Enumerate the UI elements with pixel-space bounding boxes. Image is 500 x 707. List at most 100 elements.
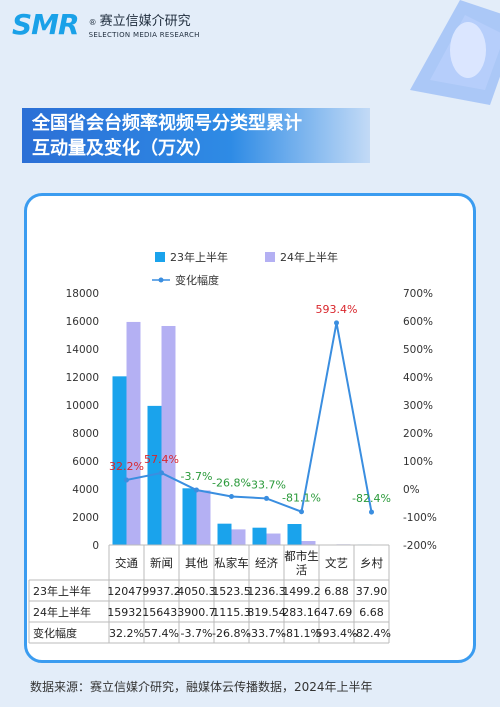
y2-tick-label: 500% [403, 344, 433, 356]
y-tick-label: 2000 [72, 512, 99, 524]
table-cell: 3900.7 [177, 606, 216, 619]
table-row-label: 变化幅度 [33, 626, 77, 640]
bar-23-2 [182, 488, 197, 545]
y2-tick-label: -200% [403, 540, 437, 552]
y2-tick-label: 600% [403, 316, 433, 328]
bar-24-4 [266, 533, 281, 545]
y-tick-label: 6000 [72, 456, 99, 468]
logo-en-text: SELECTION MEDIA RESEARCH [88, 31, 200, 39]
y2-tick-label: 200% [403, 428, 433, 440]
category-label: 私家车 [214, 556, 249, 570]
point-label: 593.4% [316, 303, 358, 316]
y2-tick-label: -100% [403, 512, 437, 524]
bar-23-4 [252, 527, 267, 545]
legend-label-3: 变化幅度 [175, 273, 219, 287]
category-label: 文艺 [325, 556, 348, 570]
decorative-shape [410, 0, 500, 105]
point-label: -82.4% [352, 492, 391, 505]
table-row-label: 23年上半年 [33, 584, 91, 598]
change-point [124, 477, 129, 483]
change-point [159, 470, 164, 476]
bar-24-5 [301, 541, 316, 545]
title-banner: 全国省会台频率视频号分类型累计 互动量及变化（万次） [22, 108, 370, 163]
table-cell: 593.4% [316, 627, 358, 640]
legend-label-1: 23年上半年 [170, 250, 228, 264]
y-tick-label: 12000 [66, 372, 99, 384]
table-cell: -26.8% [212, 627, 251, 640]
bar-24-0 [126, 321, 141, 545]
bar-24-1 [161, 325, 176, 545]
legend-swatch-1 [155, 252, 165, 262]
table-cell: 1115.3 [212, 606, 251, 619]
change-point [194, 487, 199, 493]
table-cell: 819.54 [247, 606, 286, 619]
legend-line-marker [158, 277, 164, 283]
category-label: 乡村 [360, 556, 383, 570]
table-cell: 9937.2 [142, 585, 181, 598]
point-label: -33.7% [247, 478, 286, 491]
table-cell: 1523.5 [212, 585, 251, 598]
change-line [126, 322, 373, 514]
change-point [334, 320, 339, 326]
point-label: -81.1% [282, 492, 321, 505]
bar-23-0 [112, 376, 127, 545]
y-tick-label: 18000 [66, 288, 99, 300]
logo-mark: SMR [12, 8, 80, 41]
y2-tick-label: 300% [403, 400, 433, 412]
table-cell: 6.88 [324, 585, 349, 598]
y-tick-label: 0 [92, 540, 99, 552]
y-tick-label: 14000 [66, 344, 99, 356]
registered-mark: ® [88, 18, 97, 27]
table-cell: -33.7% [247, 627, 286, 640]
bar-24-3 [231, 529, 246, 545]
table-cell: 6.68 [359, 606, 384, 619]
table-cell: 37.90 [356, 585, 388, 598]
point-label: -3.7% [181, 470, 213, 483]
table-cell: 15643. [142, 606, 181, 619]
y-tick-label: 16000 [66, 316, 99, 328]
change-point [299, 509, 304, 515]
table-cell: 15932. [107, 606, 146, 619]
category-label: 都市生活 [284, 549, 319, 577]
y2-tick-label: 0% [403, 484, 420, 496]
source-note: 数据来源：赛立信媒介研究，融媒体云传播数据，2024年上半年 [30, 680, 373, 694]
change-point [369, 509, 374, 515]
point-label: 57.4% [144, 453, 179, 466]
category-label: 交通 [115, 556, 138, 570]
change-point [264, 495, 269, 501]
chart-card: 23年上半年 24年上半年 变化幅度 0 2000 4000 6000 8000 10000 12… [24, 193, 476, 663]
bar-23-3 [217, 523, 232, 545]
y2-tick-label: 100% [403, 456, 433, 468]
category-label: 其他 [185, 556, 208, 570]
category-label: 新闻 [150, 556, 173, 570]
table-cell: -81.1% [282, 627, 321, 640]
chart: 23年上半年 24年上半年变化幅度020004000600080001000012… [28, 250, 437, 644]
change-point [229, 494, 234, 500]
y2-tick-label: 400% [403, 372, 433, 384]
table-cell: -82.4% [352, 627, 391, 640]
category-label: 经济 [255, 556, 278, 570]
table-cell: 4050.3 [177, 585, 216, 598]
table-cell: 32.2% [109, 627, 144, 640]
page-title-line2: 互动量及变化（万次） [32, 138, 212, 159]
point-label: 32.2% [109, 460, 144, 473]
page-title-line1: 全国省会台频率视频号分类型累计 [32, 113, 302, 134]
legend-swatch-2 [265, 252, 275, 262]
point-label: -26.8% [212, 477, 251, 490]
y2-tick-label: 700% [403, 288, 433, 300]
table-cell: 283.16 [282, 606, 321, 619]
bar-23-5 [287, 524, 302, 545]
y-tick-label: 10000 [66, 400, 99, 412]
table-row-label: 24年上半年 [33, 605, 91, 619]
y-tick-label: 4000 [72, 484, 99, 496]
legend-label-2: 24年上半年 [280, 250, 338, 264]
logo-cn-text: 赛立信媒介研究 [99, 14, 191, 29]
logo: SMR ® 赛立信媒介研究 SELECTION MEDIA RESEARCH [12, 8, 200, 41]
bar-23-1 [147, 405, 162, 545]
table-cell: 57.4% [144, 627, 179, 640]
table-cell: 47.69 [321, 606, 353, 619]
table-cell: 1236.3 [247, 585, 286, 598]
table-cell: 1499.2 [282, 585, 321, 598]
table-cell: -3.7% [181, 627, 213, 640]
y-tick-label: 8000 [72, 428, 99, 440]
